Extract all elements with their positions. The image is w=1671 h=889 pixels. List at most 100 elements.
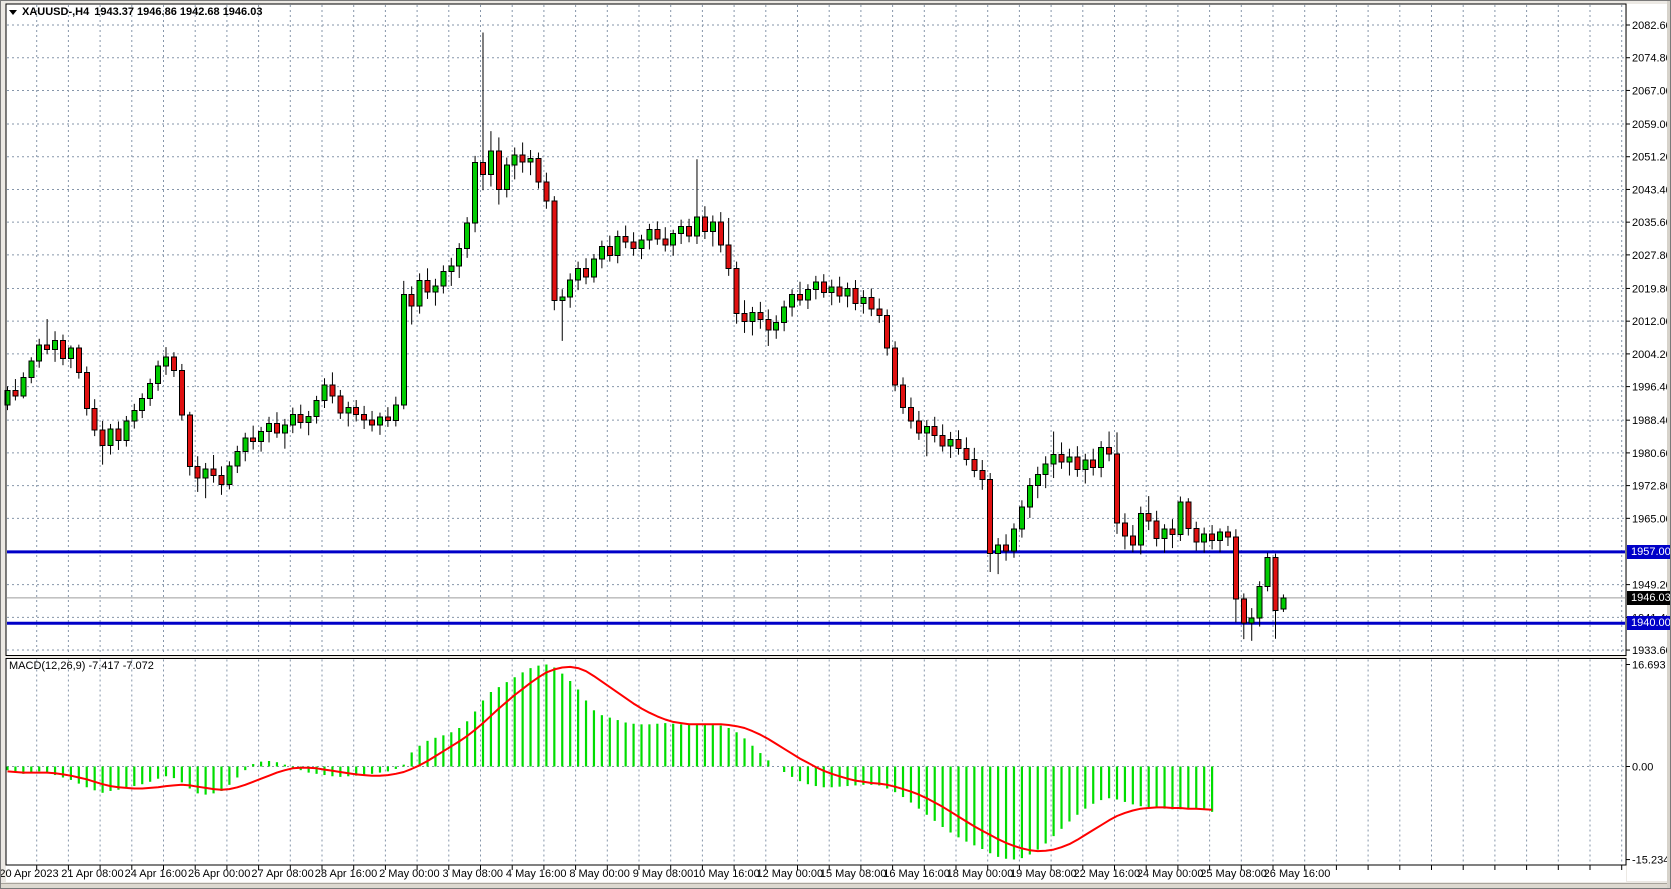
candle [1082, 459, 1089, 470]
candle [448, 265, 455, 273]
candle [947, 438, 954, 447]
candle [345, 407, 352, 414]
candle [416, 279, 423, 307]
candle [1209, 533, 1216, 542]
candle [1034, 474, 1041, 487]
candle [1129, 535, 1136, 546]
ohlc-readout: 1943.37 1946.86 1942.68 1946.03 [94, 6, 263, 18]
svg-text:18 May 00:00: 18 May 00:00 [947, 868, 1014, 880]
candle [860, 297, 867, 305]
candle [139, 397, 146, 412]
candle [519, 154, 526, 163]
current-price-tag: 1946.03 [1627, 591, 1670, 605]
svg-text:1988.40: 1988.40 [1632, 415, 1671, 427]
window-right-edge [1667, 1, 1670, 888]
candle [186, 414, 193, 468]
candle [789, 294, 796, 308]
panel-frames [5, 3, 1627, 866]
candle [1137, 513, 1144, 546]
svg-text:21 Apr 08:00: 21 Apr 08:00 [61, 868, 123, 880]
svg-text:22 May 16:00: 22 May 16:00 [1073, 868, 1140, 880]
candle [99, 429, 106, 446]
svg-text:0.00: 0.00 [1632, 762, 1653, 774]
candle [75, 347, 82, 373]
candle [1145, 513, 1152, 522]
svg-text:20 Apr 2023: 20 Apr 2023 [1, 868, 59, 880]
candle [559, 296, 566, 302]
candle [131, 410, 138, 422]
candle [1264, 556, 1271, 588]
macd-label-text: MACD(12,26,9) -7.417 -7.072 [9, 660, 154, 672]
macd-layer [6, 664, 1214, 860]
candle [464, 222, 471, 250]
candle [44, 344, 51, 351]
time-axis[interactable] [6, 866, 1626, 882]
candle [305, 415, 312, 423]
candle [852, 287, 859, 305]
candle [1169, 528, 1176, 535]
candle [1217, 531, 1224, 542]
price-axis[interactable] [1627, 4, 1670, 864]
level-lines[interactable] [7, 550, 1625, 625]
candle [1058, 454, 1065, 463]
time-axis-labels: 20 Apr 2023 21 Apr 08:00 24 Apr 16:00 26 Ap… [1, 868, 1330, 880]
svg-text:24 May 00:00: 24 May 00:00 [1137, 868, 1204, 880]
candle [1026, 485, 1033, 508]
candle [1193, 527, 1200, 543]
candle [1090, 459, 1097, 469]
candle [266, 423, 273, 432]
svg-text:2059.00: 2059.00 [1632, 119, 1671, 131]
candle [1224, 531, 1231, 538]
candle [630, 241, 637, 250]
candle [1240, 598, 1247, 624]
symbol-dropdown-icon[interactable] [9, 9, 17, 15]
candle [527, 157, 534, 163]
candle [543, 181, 550, 202]
candle [4, 389, 11, 406]
candle [218, 475, 225, 485]
candle [456, 248, 463, 267]
candle [812, 281, 819, 290]
svg-text:16.693: 16.693 [1632, 660, 1666, 672]
candle [1280, 597, 1287, 610]
candle [313, 399, 320, 417]
svg-text:9 May 08:00: 9 May 08:00 [633, 868, 694, 880]
candle [995, 544, 1002, 555]
candle [1256, 586, 1263, 619]
svg-text:2019.80: 2019.80 [1632, 283, 1671, 295]
candle [907, 407, 914, 422]
candle [1074, 456, 1081, 470]
candle [91, 407, 98, 431]
candle [804, 288, 811, 301]
candle [971, 459, 978, 472]
candle [931, 425, 938, 437]
svg-text:26 May 16:00: 26 May 16:00 [1264, 868, 1331, 880]
candle [400, 293, 407, 406]
candle [955, 438, 962, 450]
candle [884, 314, 891, 349]
candle [646, 229, 653, 241]
resistance-price-tag: 1957.00 [1627, 545, 1670, 559]
symbol-title: XAUUSD-,H4 [22, 6, 90, 18]
candle [178, 370, 185, 416]
candle [115, 428, 122, 442]
candle [939, 435, 946, 447]
svg-text:1949.20: 1949.20 [1632, 580, 1671, 592]
candle [202, 468, 209, 479]
candle [598, 245, 605, 260]
candle [432, 285, 439, 293]
svg-text:19 May 08:00: 19 May 08:00 [1010, 868, 1077, 880]
candle [678, 225, 685, 234]
candle [757, 311, 764, 320]
candle [1121, 522, 1128, 537]
candle [915, 420, 922, 434]
candle [12, 389, 19, 397]
candle [701, 216, 708, 232]
window-bottom-edge [1, 883, 1670, 888]
candle [321, 384, 328, 401]
candle [1177, 501, 1184, 535]
candle [392, 404, 399, 422]
svg-text:2035.60: 2035.60 [1632, 217, 1671, 229]
